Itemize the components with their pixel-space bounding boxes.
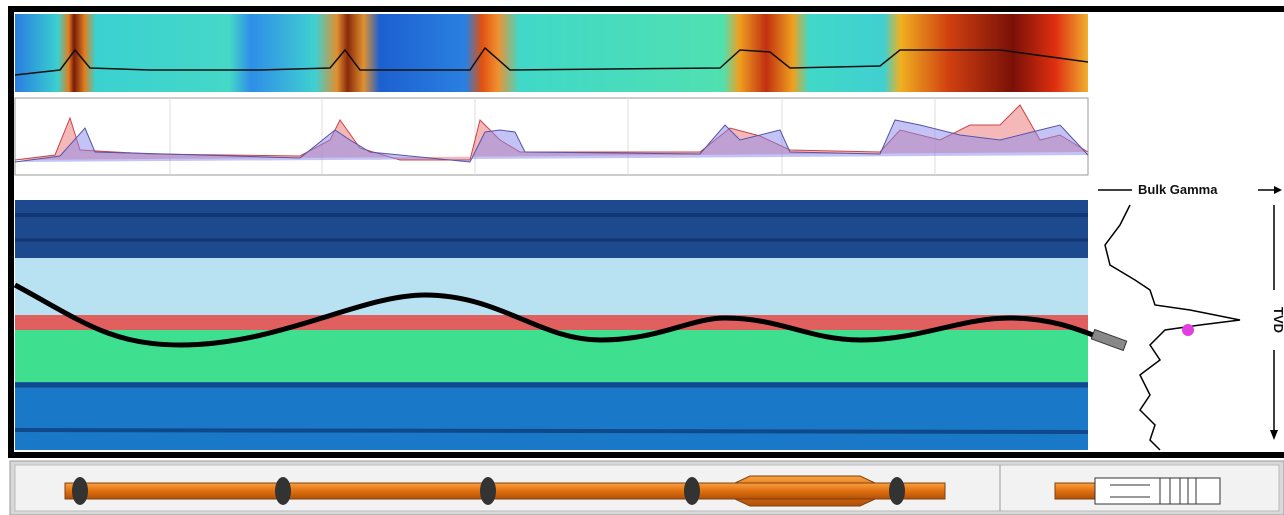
layer-blue [15, 382, 1088, 450]
tool-small [1054, 482, 1096, 500]
layer-dark-blue [15, 200, 1088, 258]
tool-detail [1094, 477, 1221, 505]
arrow-head [1274, 186, 1282, 194]
arrow-head [1270, 430, 1278, 440]
motor [734, 475, 876, 507]
layer-green [15, 330, 1088, 382]
layer-texture [14, 213, 1089, 434]
layer-red [15, 315, 1088, 330]
layer-light-blue [15, 258, 1088, 315]
wellbore [13, 282, 1121, 348]
heatmap-curve [14, 46, 1089, 76]
frame [8, 6, 1284, 458]
bulk-gamma-label: Bulk Gamma [1138, 182, 1218, 197]
tool-detail-lines [1110, 478, 1197, 504]
tvd-label: TVD [1271, 307, 1284, 333]
heatmap [15, 14, 1088, 92]
gamma-curve [1104, 204, 1241, 451]
drill-string [64, 482, 946, 500]
log-blue [14, 119, 1089, 163]
stabilizers [72, 477, 905, 505]
bit [1090, 328, 1128, 352]
gamma-marker [1182, 324, 1194, 336]
